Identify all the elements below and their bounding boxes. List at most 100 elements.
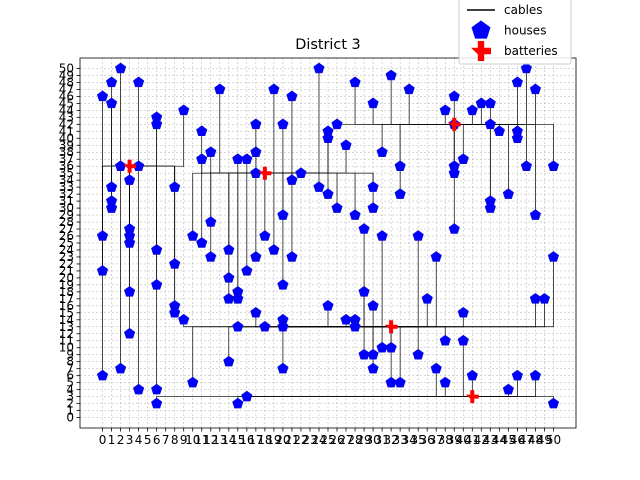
house-marker bbox=[96, 90, 109, 102]
x-tick-label: 46 bbox=[510, 433, 525, 447]
houses-group bbox=[96, 62, 560, 409]
house-marker bbox=[349, 76, 361, 88]
house-marker bbox=[286, 251, 298, 262]
y-tick-label: 11 bbox=[59, 334, 74, 348]
y-tick-label: 29 bbox=[59, 208, 74, 222]
house-marker bbox=[349, 320, 361, 332]
x-tick-label: 28 bbox=[347, 433, 362, 447]
y-tick-label: 34 bbox=[59, 173, 74, 187]
house-marker bbox=[187, 376, 199, 388]
house-marker bbox=[313, 62, 325, 74]
house-marker bbox=[421, 292, 433, 304]
x-tick-label: 44 bbox=[492, 433, 507, 447]
house-marker bbox=[322, 188, 334, 199]
y-tick-label: 47 bbox=[59, 82, 74, 96]
house-marker bbox=[250, 306, 262, 318]
y-tick-label: 8 bbox=[66, 355, 74, 369]
x-tick-label: 3 bbox=[126, 433, 134, 447]
y-tick-label: 37 bbox=[59, 152, 74, 166]
x-tick-label: 9 bbox=[180, 433, 188, 447]
x-tick-label: 48 bbox=[528, 433, 543, 447]
y-tick-label: 5 bbox=[66, 376, 74, 390]
house-marker bbox=[286, 174, 298, 185]
battery-marker bbox=[447, 117, 461, 131]
battery-marker bbox=[258, 166, 272, 180]
x-tick-label: 0 bbox=[99, 433, 107, 447]
house-marker bbox=[196, 237, 208, 248]
y-tick-label: 21 bbox=[59, 264, 74, 278]
y-tick-label: 42 bbox=[59, 117, 74, 131]
batteries-group bbox=[123, 117, 479, 404]
house-marker bbox=[367, 348, 379, 360]
cable-line bbox=[264, 172, 356, 216]
house-marker bbox=[547, 251, 560, 262]
house-marker bbox=[439, 376, 451, 388]
house-marker bbox=[529, 209, 542, 220]
house-marker bbox=[223, 272, 235, 283]
y-tick-label: 28 bbox=[59, 215, 74, 229]
house-marker bbox=[105, 76, 118, 88]
legend: cables houses batteries bbox=[458, 0, 572, 65]
battery-marker bbox=[465, 390, 479, 404]
house-marker bbox=[277, 118, 289, 130]
y-tick-label: 35 bbox=[59, 166, 74, 180]
house-marker bbox=[412, 348, 424, 360]
x-tick-label: 39 bbox=[447, 433, 462, 447]
house-marker bbox=[457, 334, 469, 346]
house-marker bbox=[277, 320, 289, 332]
x-axis-ticks: 0 1 2 3 4 5 6 7 8 9101112131415161718192021222324… bbox=[99, 428, 561, 447]
cable-line bbox=[454, 123, 536, 216]
y-tick-label: 7 bbox=[66, 362, 74, 376]
legend-label-batteries: batteries bbox=[504, 44, 558, 58]
house-marker bbox=[133, 383, 145, 395]
x-tick-label: 26 bbox=[329, 433, 344, 447]
x-tick-label: 11 bbox=[194, 433, 209, 447]
house-marker bbox=[529, 83, 542, 95]
house-marker bbox=[105, 202, 118, 213]
legend-swatch-houses bbox=[471, 20, 491, 39]
y-tick-label: 49 bbox=[59, 68, 74, 82]
house-marker bbox=[376, 230, 388, 241]
y-tick-label: 45 bbox=[59, 96, 74, 110]
house-marker bbox=[241, 265, 253, 276]
house-marker bbox=[484, 202, 496, 213]
y-tick-label: 33 bbox=[59, 180, 74, 194]
house-marker bbox=[502, 383, 514, 395]
house-marker bbox=[169, 258, 181, 269]
x-tick-label: 33 bbox=[393, 433, 408, 447]
y-tick-label: 30 bbox=[59, 201, 74, 215]
house-marker bbox=[547, 160, 560, 171]
house-marker bbox=[178, 313, 190, 325]
y-tick-label: 23 bbox=[59, 250, 74, 264]
y-tick-label: 50 bbox=[59, 61, 74, 75]
y-tick-label: 19 bbox=[59, 278, 74, 292]
y-tick-label: 36 bbox=[59, 159, 74, 173]
x-tick-label: 20 bbox=[275, 433, 290, 447]
y-tick-label: 43 bbox=[59, 110, 74, 124]
house-marker bbox=[196, 125, 208, 137]
house-marker bbox=[205, 216, 217, 227]
x-tick-label: 16 bbox=[239, 433, 254, 447]
y-tick-label: 9 bbox=[66, 348, 74, 362]
house-marker bbox=[511, 369, 523, 381]
y-tick-label: 38 bbox=[59, 145, 74, 159]
house-marker bbox=[430, 362, 442, 374]
house-marker bbox=[394, 160, 406, 171]
y-tick-label: 14 bbox=[59, 313, 74, 327]
y-tick-label: 6 bbox=[66, 369, 74, 383]
x-tick-label: 21 bbox=[284, 433, 299, 447]
y-tick-label: 48 bbox=[59, 75, 74, 89]
battery-marker bbox=[123, 159, 137, 173]
x-tick-label: 42 bbox=[474, 433, 489, 447]
x-tick-label: 49 bbox=[537, 433, 552, 447]
chart-title: District 3 bbox=[295, 37, 360, 53]
x-tick-label: 13 bbox=[212, 433, 227, 447]
x-tick-label: 25 bbox=[320, 433, 335, 447]
house-marker bbox=[367, 202, 379, 213]
house-marker bbox=[96, 369, 109, 381]
house-marker bbox=[232, 292, 244, 304]
house-marker bbox=[313, 181, 325, 192]
x-tick-label: 34 bbox=[402, 433, 417, 447]
house-marker bbox=[466, 369, 478, 381]
